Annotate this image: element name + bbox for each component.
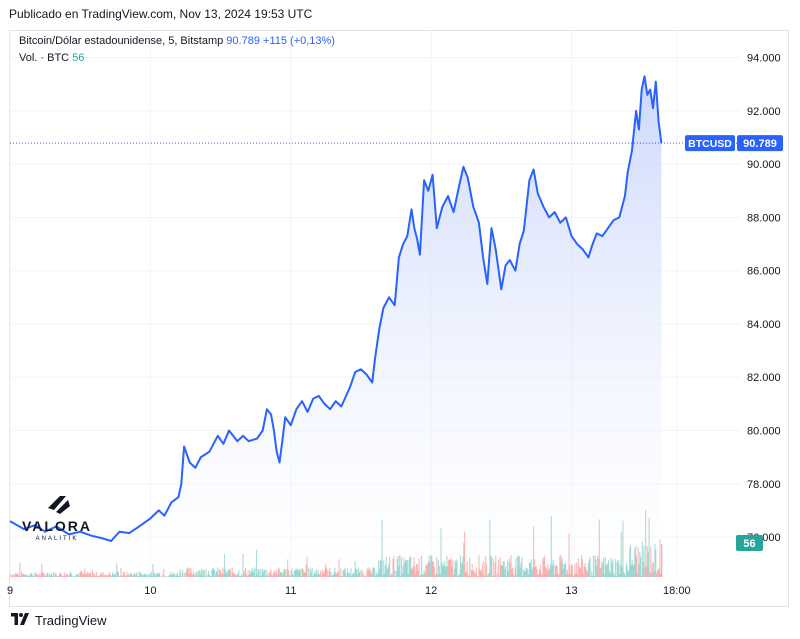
tradingview-brand[interactable]: TradingView [11, 613, 107, 628]
volume-value: 56 [72, 52, 85, 64]
y-tick-label: 92.000 [747, 106, 781, 118]
y-tick-label: 86.000 [747, 266, 781, 278]
price-line [9, 75, 663, 542]
watermark-title: VALORA [22, 518, 92, 534]
y-tick-label: 80.000 [747, 426, 781, 438]
y-tick-label: 82.000 [747, 372, 781, 384]
price-area-fill [10, 76, 662, 578]
price-tag-value: 90.789 [743, 138, 777, 150]
y-tick-label: 90.000 [747, 159, 781, 171]
volume-bar [661, 544, 663, 577]
price-tag-value-box [737, 135, 783, 152]
volume-tag-box [736, 535, 763, 551]
valora-logo-icon-accent [56, 500, 70, 514]
x-tick-label: 18:00 [663, 585, 691, 597]
watermark-subtitle: ANALITIK [36, 536, 79, 542]
price-tag-symbol: BTCUSD [688, 138, 732, 150]
tradingview-logo-icon [11, 613, 29, 628]
x-tick-label: 11 [285, 585, 296, 597]
x-tick-label: 13 [565, 585, 577, 597]
price-change-value: +115 (+0,13%) [263, 35, 335, 47]
y-tick-label: 88.000 [747, 212, 781, 224]
x-tick-label: 10 [144, 585, 156, 597]
y-tick-label: 94.000 [747, 53, 781, 65]
chart-legend-volume: Vol. · BTC 56 [19, 52, 84, 64]
volume-label: Vol. · BTC [19, 52, 70, 64]
price-tag-symbol-box [685, 135, 735, 152]
x-tick-label: 12 [425, 585, 437, 597]
symbol-title: Bitcoin/Dólar estadounidense, 5, Bitstam… [19, 35, 224, 47]
x-tick-label: 9 [7, 585, 13, 597]
chart-legend-main: Bitcoin/Dólar estadounidense, 5, Bitstam… [19, 35, 335, 47]
publication-header: Publicado en TradingView.com, Nov 13, 20… [9, 7, 313, 21]
valora-logo-icon [48, 496, 66, 510]
y-tick-label: 84.000 [747, 319, 781, 331]
y-tick-label: 78.000 [747, 479, 781, 491]
volume-tag-value: 56 [743, 538, 755, 550]
last-price-value: 90.789 [226, 35, 260, 47]
footer-brand-label: TradingView [35, 613, 107, 628]
